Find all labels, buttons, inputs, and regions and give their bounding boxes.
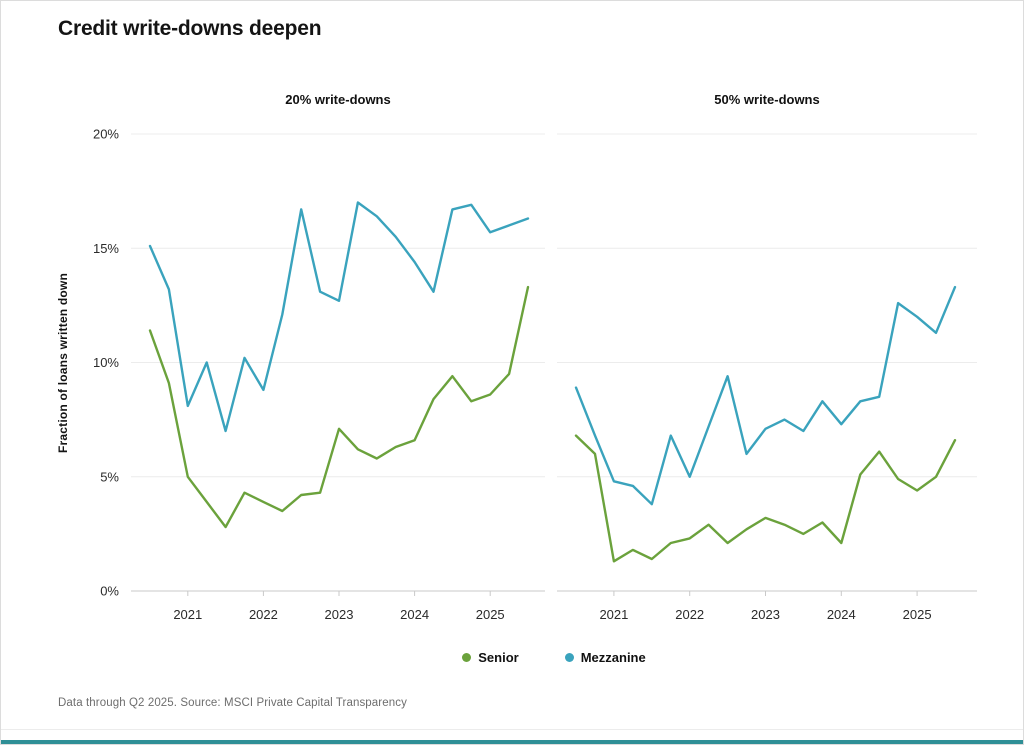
x-tick-label: 2022 bbox=[675, 607, 704, 622]
bottom-accent-bar bbox=[1, 740, 1023, 744]
x-tick-label: 2023 bbox=[325, 607, 354, 622]
x-tick-label: 2025 bbox=[903, 607, 932, 622]
y-tick-label: 5% bbox=[100, 469, 119, 484]
legend-dot-icon bbox=[462, 653, 472, 662]
panel-title: 50% write-downs bbox=[714, 92, 819, 107]
source-note: Data through Q2 2025. Source: MSCI Priva… bbox=[58, 697, 407, 709]
x-tick-label: 2023 bbox=[751, 607, 780, 622]
panel-1: 2021 2022 2023 2024 2025 20% write-downs bbox=[131, 92, 545, 622]
x-tick-label: 2022 bbox=[249, 607, 278, 622]
legend-label: Senior bbox=[478, 650, 519, 665]
x-tick-label: 2025 bbox=[476, 607, 505, 622]
x-tick-label: 2024 bbox=[827, 607, 856, 622]
chart-legend: Senior Mezzanine bbox=[131, 650, 977, 665]
separator-line bbox=[1, 729, 1023, 730]
y-tick-label: 0% bbox=[100, 584, 119, 599]
y-tick-label: 15% bbox=[93, 241, 119, 256]
legend-label: Mezzanine bbox=[580, 650, 646, 665]
legend-dot-icon bbox=[564, 653, 574, 662]
series-line-mezzanine bbox=[148, 201, 530, 433]
legend-item-mezzanine: Mezzanine bbox=[564, 650, 646, 665]
x-tick-label: 2021 bbox=[173, 607, 202, 622]
x-tick-label: 2021 bbox=[599, 607, 628, 622]
chart-title: Credit write-downs deepen bbox=[58, 17, 322, 40]
panel-2: 2021 2022 2023 2024 2025 50% write-downs bbox=[557, 92, 977, 622]
y-axis-title: Fraction of loans written down bbox=[56, 273, 70, 453]
panel-title: 20% write-downs bbox=[285, 92, 390, 107]
legend-item-senior: Senior bbox=[462, 650, 519, 665]
x-tick-label: 2024 bbox=[400, 607, 429, 622]
series-line-senior bbox=[148, 285, 530, 529]
series-line-senior bbox=[574, 434, 957, 563]
y-tick-label: 10% bbox=[93, 355, 119, 370]
y-tick-label: 20% bbox=[93, 127, 119, 142]
series-line-mezzanine bbox=[574, 285, 957, 506]
